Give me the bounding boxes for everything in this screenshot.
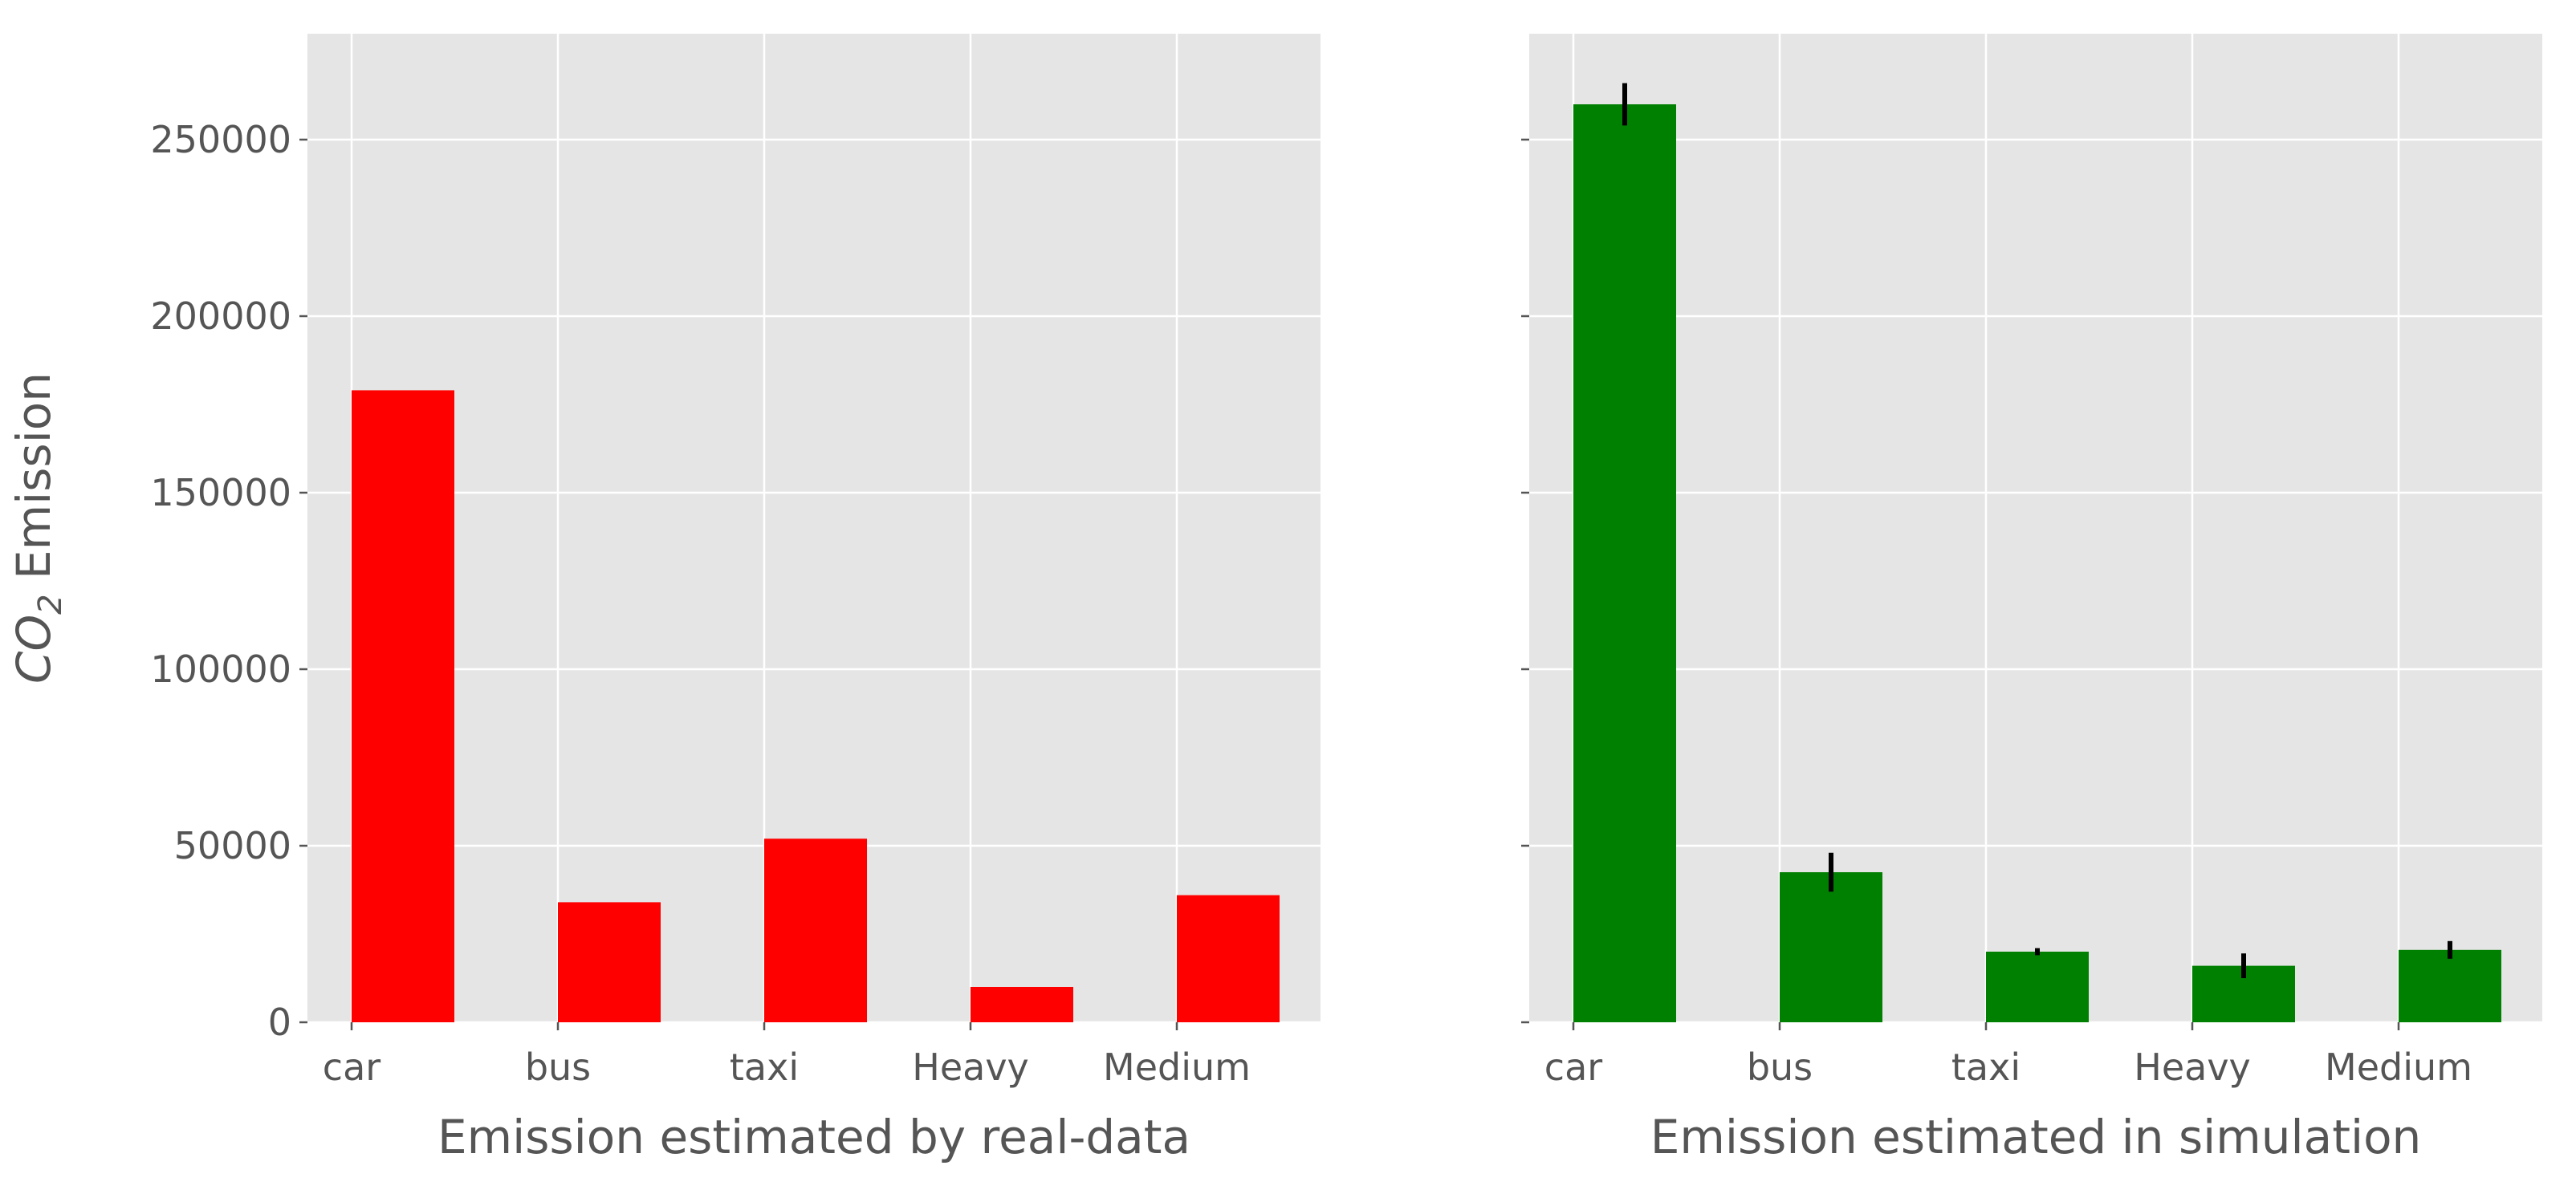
bar-medium [2399,949,2501,1022]
x-tick-label: Medium [2325,1046,2472,1089]
chart-real-data: car bus taxi Heavy Medium 0 50000 100000 150000… [6,34,1321,1164]
x-axis-title: Emission estimated in simulation [1650,1110,2422,1164]
bar-bus [558,902,661,1022]
x-tick-labels: car bus taxi Heavy Medium [1544,1046,2472,1089]
y-tick-labels: 0 50000 100000 150000 200000 250000 [150,118,291,1044]
chart-simulation: car bus taxi Heavy Medium Emission estimated… [1521,34,2542,1164]
ticks [299,138,1178,1030]
x-tick-labels: car bus taxi Heavy Medium [323,1046,1251,1089]
y-tick-label: 200000 [150,294,291,338]
x-tick-label: car [1544,1046,1602,1089]
x-tick-label: taxi [1951,1046,2021,1089]
x-tick-label: bus [1747,1046,1813,1089]
x-tick-label: Medium [1103,1046,1251,1089]
y-tick-label: 100000 [150,648,291,691]
bar-taxi [764,839,867,1022]
bar-medium [1177,895,1280,1022]
y-tick-label: 50000 [174,824,291,867]
x-tick-label: bus [525,1046,591,1089]
y-tick-label: 250000 [150,118,291,161]
x-tick-label: Heavy [2134,1046,2251,1089]
plot-area [1529,34,2542,1022]
bars [1573,83,2501,1022]
ticks [1521,138,2400,1030]
bar-heavy [971,987,1073,1022]
y-tick-label: 0 [268,1001,291,1044]
bar-car [1573,104,1676,1022]
x-axis-title: Emission estimated by real-data [437,1110,1190,1164]
x-tick-label: car [323,1046,380,1089]
y-axis-title: CO2 Emission [6,372,69,684]
bar-bus [1780,872,1882,1022]
x-tick-label: Heavy [912,1046,1029,1089]
bars [352,390,1280,1022]
bar-taxi [1986,952,2089,1022]
x-tick-label: taxi [730,1046,799,1089]
y-tick-label: 150000 [150,471,291,514]
bar-car [352,390,454,1022]
